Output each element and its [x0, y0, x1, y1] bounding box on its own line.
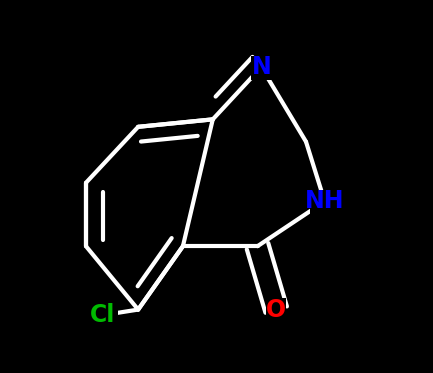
- FancyBboxPatch shape: [88, 304, 118, 328]
- Text: Cl: Cl: [90, 303, 116, 327]
- FancyBboxPatch shape: [310, 190, 339, 214]
- Text: NH: NH: [305, 189, 344, 213]
- FancyBboxPatch shape: [251, 56, 271, 80]
- Text: O: O: [266, 298, 286, 322]
- Text: N: N: [252, 55, 271, 79]
- FancyBboxPatch shape: [266, 298, 287, 323]
